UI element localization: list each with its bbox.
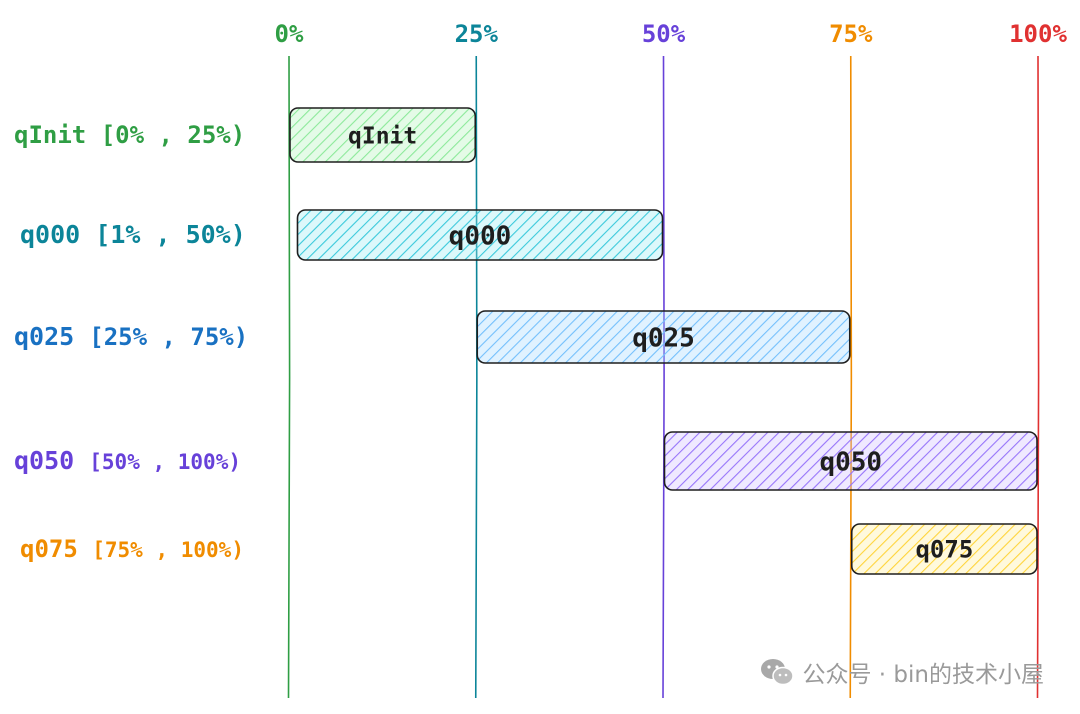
row-label-range: [0% , 25%): [101, 121, 246, 149]
axis-line-50: [662, 55, 665, 699]
row-label-q025: q025 [25% , 75%): [14, 322, 248, 351]
row-label-q050: q050 [50% , 100%): [14, 446, 241, 475]
row-label-name: q000: [20, 220, 95, 249]
bar-label-q050: q050: [819, 447, 882, 477]
range-bar-q000: q000: [296, 209, 664, 261]
wechat-icon: [760, 659, 794, 686]
axis-tick-labels: 0% 25% 50% 75% 100%: [275, 20, 1068, 48]
row-label-name: q025: [14, 322, 89, 351]
range-bar-q025: q025: [476, 310, 851, 364]
range-bars: qInit q000 q025 q050 q075: [289, 107, 1038, 575]
row-label-range: [75% , 100%): [92, 538, 244, 562]
row-label-q075: q075 [75% , 100%): [20, 535, 244, 563]
range-bar-qInit: qInit: [289, 107, 477, 163]
axis-tick-label-75: 75%: [829, 20, 873, 48]
row-label-range: [1% , 50%): [95, 220, 246, 249]
axis-line-25: [474, 55, 478, 699]
axis-line-100: [1036, 55, 1040, 699]
bar-label-q025: q025: [632, 323, 695, 353]
row-label-qInit: qInit [0% , 25%): [14, 121, 245, 149]
axis-tick-label-100: 100%: [1009, 20, 1067, 48]
watermark: 公众号 · bin的技术小屋: [759, 655, 1045, 689]
bar-label-q075: q075: [915, 536, 973, 564]
row-label-name: qInit: [14, 121, 101, 149]
watermark-text: 公众号 · bin的技术小屋: [802, 662, 1045, 688]
range-bar-q050: q050: [663, 431, 1038, 491]
row-label-range: [50% , 100%): [89, 450, 241, 474]
axis-line-0: [287, 55, 291, 699]
row-labels: qInit [0% , 25%) q000 [1% , 50%) q025 [25%…: [14, 121, 248, 563]
row-label-name: q050: [14, 446, 89, 475]
row-label-range: [25% , 75%): [89, 323, 248, 351]
axis-tick-label-50: 50%: [642, 20, 686, 48]
row-label-q000: q000 [1% , 50%): [20, 220, 246, 249]
axis-tick-label-25: 25%: [455, 20, 499, 48]
axis-line-75: [849, 55, 853, 699]
axis-tick-label-0: 0%: [275, 20, 304, 48]
range-bar-q075: q075: [850, 523, 1038, 575]
row-label-name: q075: [20, 535, 92, 563]
bar-label-qInit: qInit: [348, 123, 417, 149]
bar-label-q000: q000: [449, 221, 512, 251]
axis-lines: [287, 55, 1040, 699]
